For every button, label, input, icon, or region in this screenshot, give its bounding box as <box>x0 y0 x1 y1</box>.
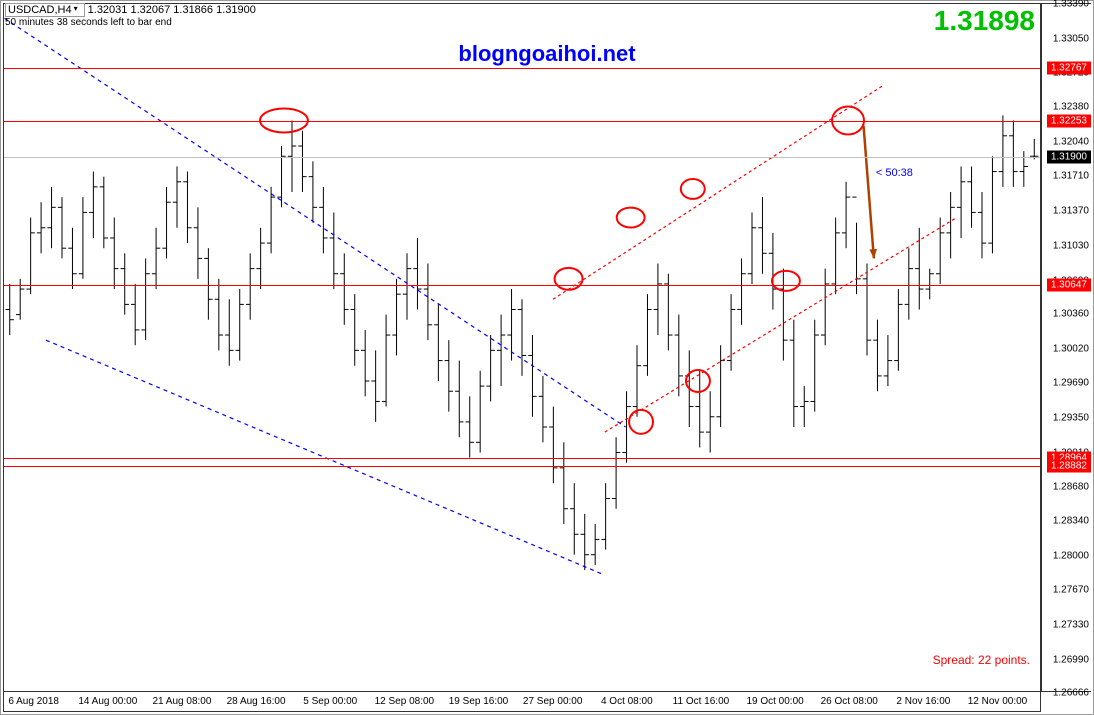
chart-container: USDCAD,H4 1.32031 1.32067 1.31866 1.3190… <box>0 0 1094 715</box>
x-tick: 27 Sep 00:00 <box>523 696 583 707</box>
y-tick: 1.27330 <box>1053 619 1089 630</box>
y-tick: 1.30020 <box>1053 344 1089 355</box>
hline <box>4 458 1040 459</box>
x-tick: 2 Nov 16:00 <box>896 696 950 707</box>
y-tick: 1.28000 <box>1053 551 1089 562</box>
y-tick: 1.33390 <box>1053 0 1089 10</box>
y-tick: 1.31710 <box>1053 171 1089 182</box>
spread-label: Spread: 22 points. <box>933 653 1030 667</box>
y-tick: 1.31370 <box>1053 205 1089 216</box>
y-tick: 1.26990 <box>1053 654 1089 665</box>
symbol-header: USDCAD,H4 1.32031 1.32067 1.31866 1.3190… <box>5 3 256 17</box>
y-tick: 1.29690 <box>1053 378 1089 389</box>
y-tick: 1.32040 <box>1053 137 1089 148</box>
y-tick: 1.26666 <box>1053 688 1089 699</box>
x-tick: 21 Aug 08:00 <box>152 696 211 707</box>
x-tick: 26 Oct 08:00 <box>821 696 878 707</box>
y-price-label: 1.30647 <box>1047 279 1091 292</box>
price-svg <box>4 4 1040 691</box>
hline <box>4 121 1040 122</box>
y-tick: 1.28680 <box>1053 481 1089 492</box>
x-tick: 28 Aug 16:00 <box>227 696 286 707</box>
hline <box>4 157 1040 158</box>
chart-plot-area[interactable]: < 50:38 Spread: 22 points. <box>3 3 1041 692</box>
hline <box>4 285 1040 286</box>
y-price-label: 1.31900 <box>1047 150 1091 163</box>
x-tick: 12 Nov 00:00 <box>968 696 1028 707</box>
y-tick: 1.33050 <box>1053 33 1089 44</box>
x-axis: 6 Aug 2018 14 Aug 00:00 21 Aug 08:00 28 Aug… <box>3 692 1041 712</box>
watermark-text: blogngoaihoi.net <box>458 41 635 67</box>
hline <box>4 466 1040 467</box>
hline <box>4 68 1040 69</box>
y-tick: 1.28340 <box>1053 516 1089 527</box>
live-price: 1.31898 <box>934 5 1035 37</box>
x-tick: 6 Aug 2018 <box>8 696 59 707</box>
y-price-label: 1.32253 <box>1047 114 1091 127</box>
y-tick: 1.32380 <box>1053 102 1089 113</box>
x-tick: 4 Oct 08:00 <box>601 696 653 707</box>
ohlc-text: 1.32031 1.32067 1.31866 1.31900 <box>88 4 256 16</box>
y-price-label: 1.28882 <box>1047 459 1091 472</box>
x-tick: 19 Oct 00:00 <box>746 696 803 707</box>
y-price-label: 1.32767 <box>1047 61 1091 74</box>
y-tick: 1.31030 <box>1053 240 1089 251</box>
y-tick: 1.29350 <box>1053 412 1089 423</box>
y-tick: 1.27670 <box>1053 585 1089 596</box>
bar-timer: < 50:38 <box>876 167 913 179</box>
countdown-text: 50 minutes 38 seconds left to bar end <box>5 17 172 28</box>
y-axis: 1.333901.330501.327201.323801.320401.317… <box>1041 3 1091 692</box>
x-tick: 11 Oct 16:00 <box>673 696 730 707</box>
x-tick: 19 Sep 16:00 <box>449 696 509 707</box>
x-tick: 12 Sep 08:00 <box>375 696 435 707</box>
x-tick: 14 Aug 00:00 <box>78 696 137 707</box>
symbol-dropdown[interactable]: USDCAD,H4 <box>5 3 85 17</box>
x-tick: 5 Sep 00:00 <box>303 696 357 707</box>
y-tick: 1.30360 <box>1053 309 1089 320</box>
